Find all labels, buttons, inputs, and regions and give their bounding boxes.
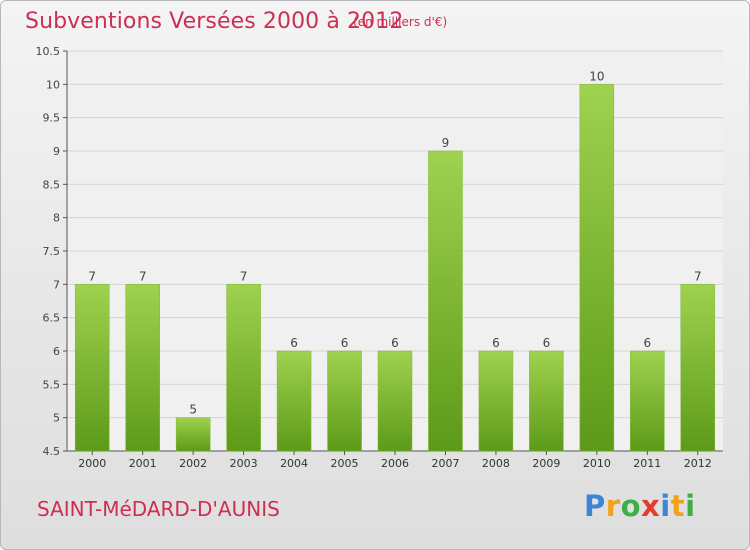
brand-letter: r [605, 489, 621, 523]
brand-letter: t [670, 489, 686, 523]
bar [226, 284, 261, 452]
y-tick-label: 9 [53, 145, 60, 158]
y-tick-label: 5.5 [43, 378, 61, 391]
x-tick-label: 2011 [633, 457, 661, 470]
y-tick-label: 6 [53, 345, 60, 358]
data-label: 6 [341, 336, 349, 350]
bar [327, 350, 362, 452]
x-tick-label: 2012 [684, 457, 712, 470]
x-tick-label: 2000 [78, 457, 106, 470]
bar [579, 84, 615, 452]
x-tick-label: 2003 [230, 457, 258, 470]
data-label: 7 [88, 269, 96, 283]
x-tick-label: 2006 [381, 457, 409, 470]
x-tick-label: 2005 [331, 457, 359, 470]
bar [630, 350, 665, 452]
bar [276, 350, 312, 452]
data-label: 6 [543, 336, 551, 350]
brand-letter: o [620, 489, 642, 523]
y-tick-label: 7.5 [43, 245, 61, 258]
x-tick-label: 2008 [482, 457, 510, 470]
y-tick-label: 5 [53, 412, 60, 425]
bar [377, 350, 413, 452]
data-label: 10 [589, 69, 604, 83]
x-tick-label: 2001 [129, 457, 157, 470]
commune-name: SAINT-MéDARD-D'AUNIS [37, 497, 280, 521]
proxiti-logo: Proxiti [584, 489, 696, 523]
data-label: 6 [290, 336, 298, 350]
data-label: 6 [643, 336, 651, 350]
chart-subtitle: (en milliers d'€) [353, 15, 448, 29]
y-tick-label: 8 [53, 212, 60, 225]
data-label: 6 [492, 336, 500, 350]
x-tick-label: 2010 [583, 457, 611, 470]
brand-letter: x [641, 489, 661, 523]
y-tick-label: 8.5 [43, 178, 61, 191]
x-tick-label: 2004 [280, 457, 308, 470]
y-tick-label: 10.5 [36, 45, 61, 58]
data-label: 9 [442, 136, 450, 150]
data-label: 7 [694, 269, 702, 283]
bar [175, 417, 211, 452]
bar [680, 284, 716, 452]
brand-letter: P [584, 489, 606, 523]
bar [478, 350, 514, 452]
x-tick-label: 2002 [179, 457, 207, 470]
brand-letter: i [660, 489, 671, 523]
bar [428, 150, 463, 452]
bar [529, 350, 564, 452]
chart-title: Subventions Versées 2000 à 2012 [25, 9, 404, 34]
data-label: 7 [139, 269, 147, 283]
bar [74, 284, 110, 452]
y-tick-label: 7 [53, 278, 60, 291]
y-tick-label: 4.5 [43, 445, 61, 458]
x-tick-label: 2007 [431, 457, 459, 470]
brand-letter: i [685, 489, 696, 523]
bar [125, 284, 160, 452]
x-tick-label: 2009 [532, 457, 560, 470]
data-label: 5 [189, 403, 197, 417]
y-tick-label: 6.5 [43, 312, 61, 325]
data-label: 6 [391, 336, 399, 350]
y-tick-label: 9.5 [43, 112, 61, 125]
y-tick-label: 10 [46, 78, 60, 91]
data-label: 7 [240, 269, 248, 283]
